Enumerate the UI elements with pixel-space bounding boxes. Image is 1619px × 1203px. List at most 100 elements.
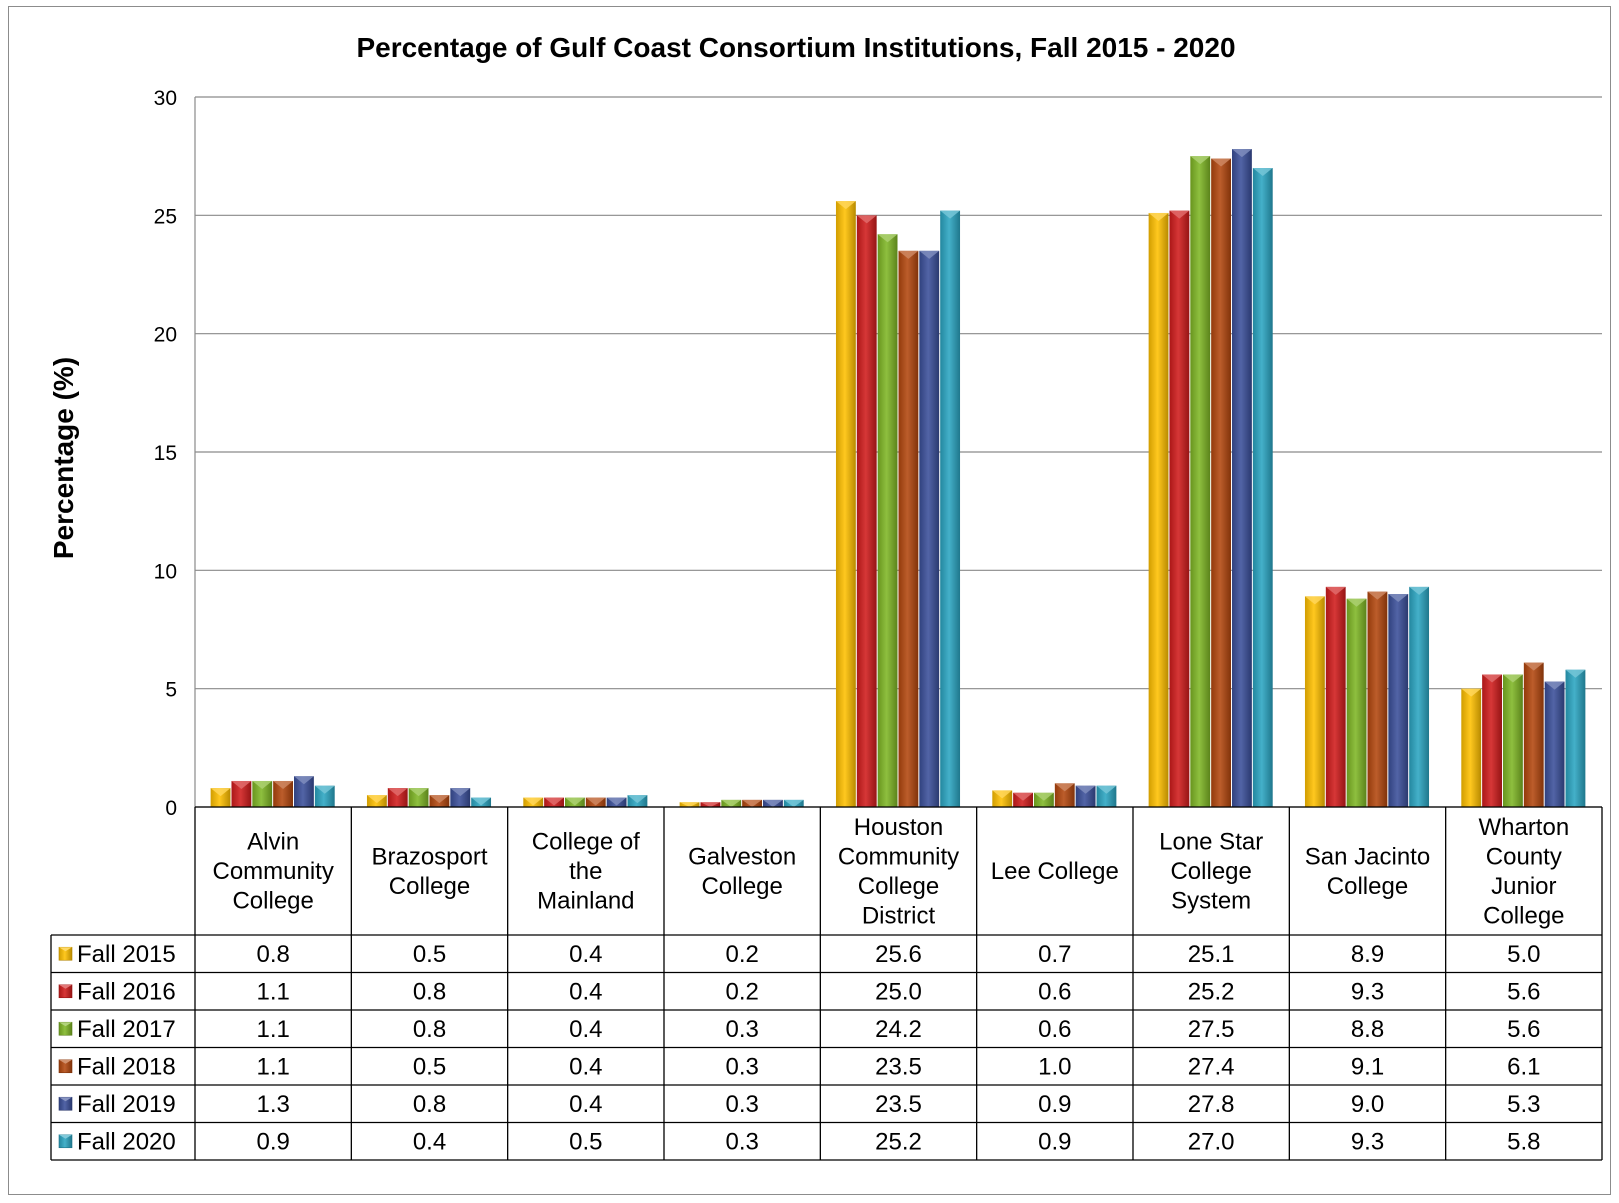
y-axis-label: Percentage (%) — [48, 357, 79, 559]
data-label: 0.4 — [569, 1053, 602, 1080]
data-label: 0.5 — [413, 941, 446, 968]
bar-cap — [763, 799, 783, 807]
y-axis-ticks: 0 5 10 15 20 25 30 — [154, 87, 177, 820]
bar-cap — [856, 215, 877, 224]
bar-cap — [1346, 598, 1367, 607]
category-label: College — [1327, 873, 1408, 900]
bar-cap — [627, 795, 648, 804]
bars — [210, 149, 1586, 808]
bar — [992, 790, 1013, 807]
data-label: 0.4 — [569, 1016, 602, 1043]
bar-cap — [231, 780, 252, 789]
series-name: Fall 2016 — [77, 978, 176, 1005]
bar-cap — [1482, 674, 1502, 683]
bar-cap — [471, 797, 492, 806]
data-label: 5.8 — [1507, 1128, 1540, 1155]
bar — [294, 776, 314, 807]
bar — [231, 780, 252, 807]
bar — [1544, 681, 1565, 807]
legend-key-cap — [59, 1134, 72, 1139]
data-label: 5.0 — [1507, 941, 1540, 968]
data-label: 23.5 — [875, 1091, 922, 1118]
data-label: 0.9 — [1038, 1091, 1071, 1118]
bar-cap — [1096, 785, 1117, 794]
bar-cap — [1075, 785, 1096, 794]
bar — [1502, 674, 1523, 807]
bar-cap — [992, 790, 1013, 799]
legend-key-cap — [59, 947, 72, 952]
category-label: Alvin — [247, 829, 299, 856]
bar — [210, 788, 231, 807]
bar — [877, 234, 898, 807]
data-label: 24.2 — [875, 1016, 922, 1043]
category-label: College — [1483, 902, 1564, 929]
bar — [1232, 149, 1252, 808]
bar — [1169, 210, 1190, 808]
data-label: 25.2 — [875, 1128, 922, 1155]
bar-cap — [252, 780, 273, 789]
data-label: 0.9 — [256, 1128, 289, 1155]
bar — [1346, 598, 1367, 807]
data-label: 5.6 — [1507, 978, 1540, 1005]
category-label: Brazosport — [371, 843, 487, 870]
bar-cap — [1565, 669, 1586, 678]
category-label: Wharton — [1478, 814, 1569, 841]
bar-cap — [408, 788, 429, 797]
data-label: 0.4 — [569, 941, 602, 968]
bar — [1148, 212, 1169, 807]
data-label: 8.9 — [1351, 941, 1384, 968]
chart-frame: Percentage of Gulf Coast Consortium Inst… — [8, 6, 1611, 1195]
data-label: 27.4 — [1188, 1053, 1235, 1080]
bar-cap — [742, 799, 763, 807]
bar-cap — [877, 234, 898, 243]
data-label: 9.3 — [1351, 1128, 1384, 1155]
bar-cap — [366, 795, 387, 804]
data-label: 0.6 — [1038, 1016, 1071, 1043]
data-label: 25.6 — [875, 941, 922, 968]
bar-cap — [919, 250, 940, 259]
bar-cap — [429, 795, 450, 804]
bar-cap — [835, 201, 856, 210]
bar — [1211, 158, 1232, 808]
bar — [408, 788, 429, 807]
y-tick-label: 25 — [154, 205, 177, 228]
data-label: 0.7 — [1038, 941, 1071, 968]
bar — [1325, 586, 1346, 807]
data-label: 5.3 — [1507, 1091, 1540, 1118]
category-label: Lone Star — [1159, 829, 1263, 856]
bar-cap — [700, 802, 721, 807]
data-label: 0.3 — [725, 1053, 758, 1080]
bar-cap — [294, 776, 314, 785]
bar — [1075, 785, 1096, 807]
bar-cap — [1367, 591, 1388, 600]
bar-cap — [585, 797, 606, 806]
category-label: College of — [532, 829, 640, 856]
bar-cap — [1409, 586, 1430, 595]
y-tick-label: 5 — [165, 679, 177, 702]
bar-cap — [1544, 681, 1565, 690]
bar — [898, 250, 919, 808]
data-label: 0.8 — [413, 978, 446, 1005]
bar-cap — [450, 788, 471, 797]
legend-key-cap — [59, 984, 72, 989]
category-label: District — [862, 902, 936, 929]
bar-cap — [314, 785, 335, 794]
bar-cap — [1033, 792, 1054, 801]
data-label: 6.1 — [1507, 1053, 1540, 1080]
bar-cap — [564, 797, 585, 806]
bar — [940, 210, 961, 808]
data-label: 0.5 — [569, 1128, 602, 1155]
data-label: 8.8 — [1351, 1016, 1384, 1043]
category-label: College — [232, 888, 313, 915]
legend-key-cap — [59, 1022, 72, 1027]
category-label: the — [569, 858, 602, 885]
data-label: 1.3 — [256, 1091, 289, 1118]
bar — [450, 788, 471, 807]
data-label: 0.3 — [725, 1091, 758, 1118]
y-tick-label: 30 — [154, 87, 177, 110]
data-label: 0.9 — [1038, 1128, 1071, 1155]
series-name: Fall 2019 — [77, 1091, 176, 1118]
category-label: Lee College — [991, 858, 1119, 885]
data-label: 0.6 — [1038, 978, 1071, 1005]
bar — [1190, 156, 1211, 807]
